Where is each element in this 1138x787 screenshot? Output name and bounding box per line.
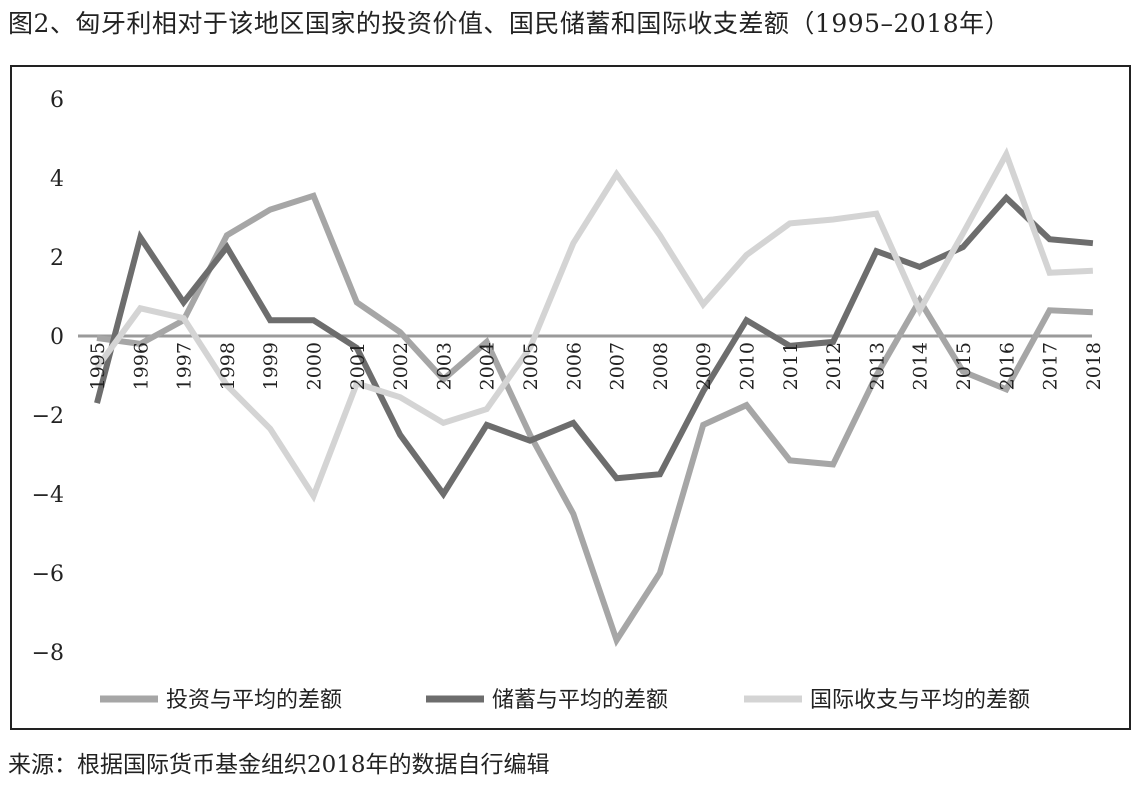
- x-tick-label: 2012: [823, 342, 845, 390]
- x-tick-label: 1998: [217, 342, 239, 390]
- x-tick-label: 2007: [607, 342, 629, 390]
- x-tick-label: 2016: [996, 342, 1018, 390]
- x-tick-label: 2009: [693, 342, 715, 390]
- line-chart: 6 4 2 0 −2 −4 −6 −8 1995 1996 1997 1998 1999 2000 200…: [32, 88, 1105, 713]
- x-tick-label: 2014: [910, 342, 932, 390]
- source-note: 来源：根据国际货币基金组织2018年的数据自行编辑: [8, 752, 550, 778]
- x-tick-label: 1997: [174, 342, 196, 390]
- series-lines: [94, 147, 1094, 648]
- x-tick-label: 2001: [347, 342, 369, 390]
- x-tick-label: 2015: [953, 342, 975, 390]
- series-line-2: [94, 147, 1094, 503]
- x-tick-label: 2005: [520, 342, 542, 390]
- y-tick-label: −8: [32, 641, 64, 666]
- x-tick-label: 2013: [866, 342, 888, 390]
- x-tick-label: 1996: [130, 342, 152, 390]
- legend-label: 投资与平均的差额: [166, 688, 342, 713]
- x-tick-label: 2003: [433, 342, 455, 390]
- legend-label: 国际收支与平均的差额: [810, 688, 1030, 713]
- x-tick-label: 2004: [477, 342, 499, 390]
- y-tick-label: 0: [50, 325, 64, 350]
- y-tick-label: −4: [32, 483, 64, 508]
- x-tick-label: 2017: [1040, 342, 1062, 390]
- y-tick-labels: 6 4 2 0 −2 −4 −6 −8: [32, 88, 64, 666]
- chart-title: 图2、匈牙利相对于该地区国家的投资价值、国民储蓄和国际收支差额（1995–201…: [8, 9, 1011, 38]
- x-tick-label: 2011: [780, 342, 802, 390]
- x-tick-labels: 1995 1996 1997 1998 1999 2000 2001 2002 2003 2004…: [87, 342, 1105, 390]
- series-line-0: [96, 192, 1094, 648]
- legend-label: 储蓄与平均的差额: [492, 688, 668, 713]
- x-tick-label: 1995: [87, 342, 109, 390]
- y-tick-label: −6: [32, 562, 64, 587]
- x-tick-label: 2018: [1083, 342, 1105, 390]
- x-tick-label: 2008: [650, 342, 672, 390]
- x-tick-label: 2002: [390, 342, 412, 390]
- y-tick-label: 6: [50, 88, 64, 113]
- y-tick-label: 2: [50, 246, 64, 271]
- series-line-1: [94, 193, 1094, 500]
- x-tick-label: 2000: [304, 342, 326, 390]
- legend: 投资与平均的差额 储蓄与平均的差额 国际收支与平均的差额: [100, 688, 1030, 713]
- chart-frame: 6 4 2 0 −2 −4 −6 −8 1995 1996 1997 1998 1999 2000 200…: [10, 65, 1131, 730]
- x-tick-label: 2006: [563, 342, 585, 390]
- y-tick-label: 4: [50, 167, 64, 192]
- x-tick-label: 1999: [260, 342, 282, 390]
- x-tick-label: 2010: [737, 342, 759, 390]
- y-tick-label: −2: [32, 404, 64, 429]
